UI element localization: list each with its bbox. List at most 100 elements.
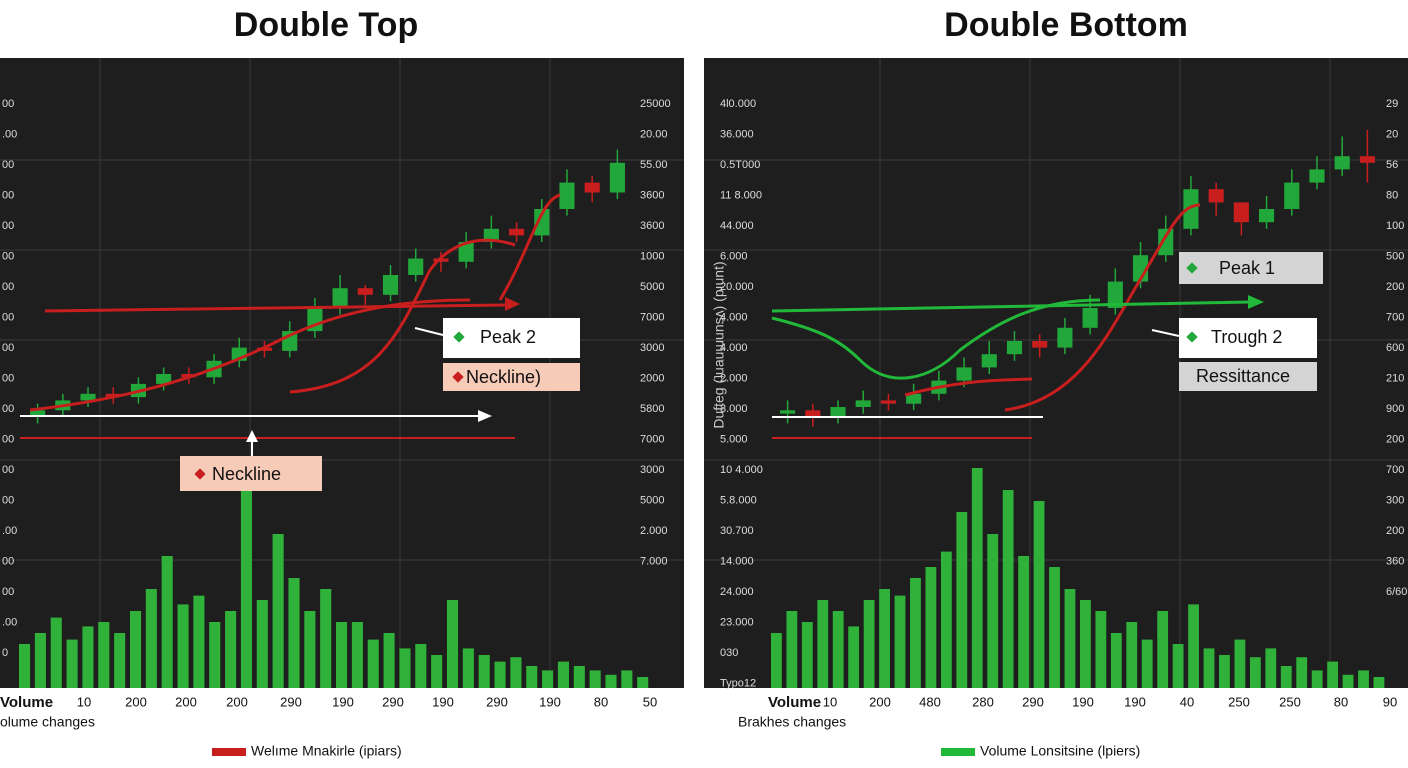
volume-bar (446, 600, 459, 688)
axis-label: 300 (1386, 494, 1404, 506)
axis-label: 25000 (640, 98, 671, 110)
volume-bar (1358, 670, 1369, 688)
x-tick-label: 10 (77, 694, 91, 709)
candle-body (1057, 327, 1073, 348)
diamond (452, 371, 464, 383)
x-tick-label: 290 (280, 694, 302, 709)
volume-bar (1002, 490, 1014, 688)
volume-bar (399, 648, 411, 688)
candle-body (181, 374, 197, 378)
axis-label: 5000 (640, 494, 664, 506)
axis-label: 00 (2, 189, 14, 201)
axis-label: 23.000 (720, 616, 754, 628)
volume-bar (1033, 501, 1045, 688)
axis-label: 5.000 (720, 433, 748, 445)
volume-bar (1296, 657, 1308, 688)
axis-label: 5.8.000 (720, 494, 757, 506)
axis-label: 3600 (640, 189, 664, 201)
volume-bar (1234, 639, 1246, 688)
candle-body (906, 393, 922, 404)
volume-bar (367, 639, 379, 688)
volume-bar (526, 666, 538, 688)
volume-bar (1157, 611, 1169, 688)
chart-title: Double Top (234, 6, 418, 44)
candle-body (584, 182, 600, 193)
axis-label: 5000 (640, 281, 664, 293)
candle-body (1359, 156, 1375, 163)
volume-bar (925, 567, 937, 688)
candle-body (956, 367, 972, 381)
axis-label: 2.000 (720, 372, 748, 384)
annotation: Trough 2 (1211, 327, 1282, 347)
candle-body (1032, 341, 1048, 348)
candle-body (458, 242, 474, 262)
candle-body (1259, 209, 1275, 223)
axis-label: 700 (1386, 464, 1404, 476)
candle-body (382, 275, 399, 295)
volume-bar (383, 633, 395, 688)
volume-bar (637, 677, 649, 688)
axis-label: 00 (2, 433, 14, 445)
volume-bar (145, 589, 157, 688)
volume-bar (1327, 661, 1339, 688)
axis-label: 00 (2, 250, 14, 262)
x-axis-label: Volume (768, 694, 821, 711)
volume-bar (114, 633, 126, 688)
axis-label: 00 (2, 159, 14, 171)
x-tick-label: 190 (539, 694, 561, 709)
volume-bar (1049, 567, 1060, 688)
volume-bar (34, 633, 46, 688)
axis-label: 8.000 (720, 403, 748, 415)
volume-bar (336, 622, 348, 688)
volume-bar (1280, 666, 1292, 688)
axis-label: 00 (2, 281, 14, 293)
annotation-box (1179, 318, 1317, 358)
volume-bar (304, 611, 316, 688)
x-tick-label: 80 (594, 694, 608, 709)
subtitle: Brakhes changes (738, 714, 846, 730)
x-tick-label: 280 (972, 694, 994, 709)
volume-bar (1095, 611, 1107, 688)
candle-body (30, 410, 46, 417)
volume-bar (1141, 639, 1153, 688)
candle-body (1233, 202, 1249, 223)
axis-label: 10 4.000 (720, 464, 763, 476)
volume-bar (1203, 648, 1215, 688)
x-tick-label: 80 (1334, 694, 1348, 709)
axis-label: 4l0.000 (720, 98, 756, 110)
x-tick-label: 50 (643, 694, 657, 709)
volume-bar (1172, 644, 1184, 688)
volume-bar (863, 600, 875, 688)
x-tick-label: 290 (486, 694, 508, 709)
candle-body (981, 354, 997, 368)
axis-label: 3000 (640, 464, 664, 476)
volume-bar (956, 512, 968, 688)
axis-label: 00 (2, 342, 14, 354)
annotation-box (443, 318, 580, 358)
legend-swatch (212, 748, 246, 756)
x-tick-label: 190 (332, 694, 354, 709)
axis-label: 3000 (640, 342, 664, 354)
axis-label: 11 8.000 (720, 189, 762, 201)
axis-label: 1000 (640, 250, 664, 262)
volume-bar (193, 595, 205, 688)
annotation: Peak 1 (1219, 258, 1275, 278)
annotation-box (1179, 362, 1317, 391)
candle-body (1284, 182, 1300, 209)
axis-label: 4.000 (720, 342, 748, 354)
x-tick-label: 290 (382, 694, 404, 709)
axis-label: 6/60 (1386, 586, 1407, 598)
volume-bar (82, 626, 94, 688)
axis-label: 80 (1386, 189, 1398, 201)
candle-body (80, 393, 96, 401)
axis-label: 030 (720, 647, 738, 659)
axis-label: 30.700 (720, 525, 754, 537)
volume-bar (1311, 670, 1323, 688)
legend-label: Volume Lonsitsine (lpiers) (980, 743, 1140, 759)
x-tick-label: 190 (432, 694, 454, 709)
annotation: Neckline (212, 464, 281, 484)
axis-label: .00 (2, 616, 17, 628)
subtitle: olume changes (0, 714, 95, 730)
volume-bar (240, 479, 252, 688)
